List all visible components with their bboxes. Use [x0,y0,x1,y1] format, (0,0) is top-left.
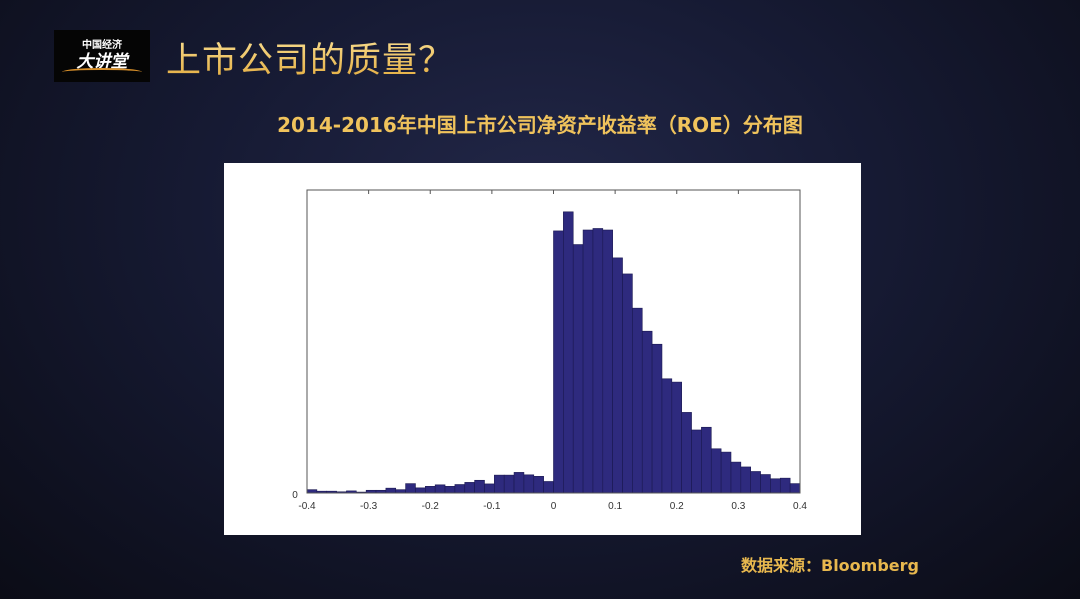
logo-line1: 中国经济 [82,40,122,51]
chart-panel: -0.4 -0.3 -0.2 -0.1 0 0.1 0.2 0.3 0.4 0 [224,163,861,535]
histogram-bar [572,244,584,494]
histogram-bar [770,478,781,494]
x-tick-label: 0.2 [670,501,684,512]
histogram-bar [474,479,485,494]
histogram-bar [523,474,535,494]
histogram-bar [750,471,761,494]
histogram-bar [592,228,604,494]
histogram-bar [730,461,742,494]
histogram-bar [779,477,791,494]
histogram-chart: -0.4 -0.3 -0.2 -0.1 0 0.1 0.2 0.3 0.4 0 [292,189,807,512]
x-tick-label: 0.3 [731,501,745,512]
histogram-bar [632,307,643,494]
histogram-bar [385,487,397,494]
histogram-bar [464,482,475,494]
histogram-bar [582,229,594,494]
histogram-bar [671,381,682,494]
histogram-bar [533,476,544,494]
histogram-bar [425,486,436,494]
x-tick-label: 0 [551,501,557,512]
logo: 中国经济 大讲堂 [54,30,150,82]
chart-subtitle: 2014-2016年中国上市公司净资产收益率（ROE）分布图 [277,113,803,137]
histogram-bar [563,211,574,494]
histogram-bar [740,466,752,494]
histogram-bar [760,474,771,494]
histogram-bar [454,484,466,494]
histogram-bar [494,474,505,494]
histogram-bar [701,426,712,494]
histogram-bar [789,483,801,494]
bars-group [306,211,801,494]
histogram-bar [641,330,653,494]
x-tick-label: -0.4 [298,501,316,512]
histogram-bar [691,429,702,494]
x-tick-label: -0.1 [483,501,501,512]
histogram-bar [503,474,515,494]
histogram-bar [651,343,663,494]
histogram-bar [661,378,673,494]
histogram-bar [444,486,456,494]
histogram-bar [484,483,495,494]
logo-line2: 大讲堂 [76,52,128,72]
histogram-bar [602,229,613,494]
histogram-bar [720,451,732,494]
histogram-bar [434,484,446,494]
x-tick-label: 0.1 [608,501,622,512]
data-source: 数据来源：Bloomberg [741,556,919,575]
histogram-bar [681,412,692,494]
histogram-bar [612,257,623,494]
logo-swoosh [62,68,142,76]
x-tick-label: -0.3 [360,501,378,512]
y-tick-label: 0 [292,490,298,501]
histogram-bar [543,481,554,494]
page-title: 上市公司的质量？ [166,32,454,83]
histogram-bar [710,448,722,494]
histogram-bar [513,472,525,494]
ticks-group: -0.4 -0.3 -0.2 -0.1 0 0.1 0.2 0.3 0.4 [298,190,807,512]
histogram-bar [415,487,426,494]
x-tick-label: 0.4 [793,501,807,512]
histogram-bar [622,273,633,494]
x-tick-label: -0.2 [422,501,440,512]
histogram-bar [405,483,416,494]
histogram-bar [553,230,564,494]
